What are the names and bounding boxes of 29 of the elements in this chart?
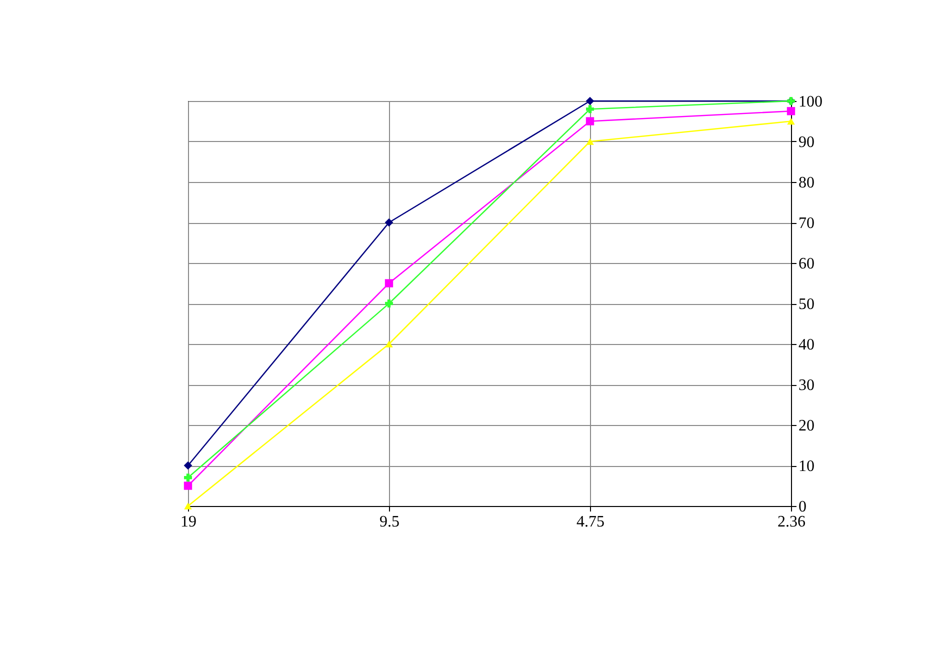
y-tick-label: 50 [798,296,814,313]
point [786,107,796,116]
point [385,340,393,348]
point [184,502,192,510]
y-tick-label: 70 [798,215,814,232]
point [385,300,393,308]
point [384,279,394,288]
y-tick-label: 30 [798,377,814,394]
x-tick-label: 4.75 [576,514,604,530]
point [586,105,594,114]
y-tick-label: 80 [798,174,814,192]
y-tick-label: 0 [798,498,806,516]
point [586,138,594,145]
x-tick-label: 19 [180,514,196,530]
y-tick-label: 100 [798,94,822,110]
point [586,96,594,106]
y-tick-label: 40 [798,336,814,354]
point [586,117,594,126]
x-tick-label: 9.5 [380,514,400,530]
x-tick-label: 2.36 [778,514,806,530]
point [184,482,192,490]
point [184,461,192,470]
point [384,218,394,227]
y-tick-label: 60 [798,256,814,272]
y-tick-label: 20 [798,418,814,434]
point [787,118,795,125]
y-tick-label: 10 [798,458,814,475]
y-tick-label: 90 [798,134,814,151]
point [184,474,192,482]
